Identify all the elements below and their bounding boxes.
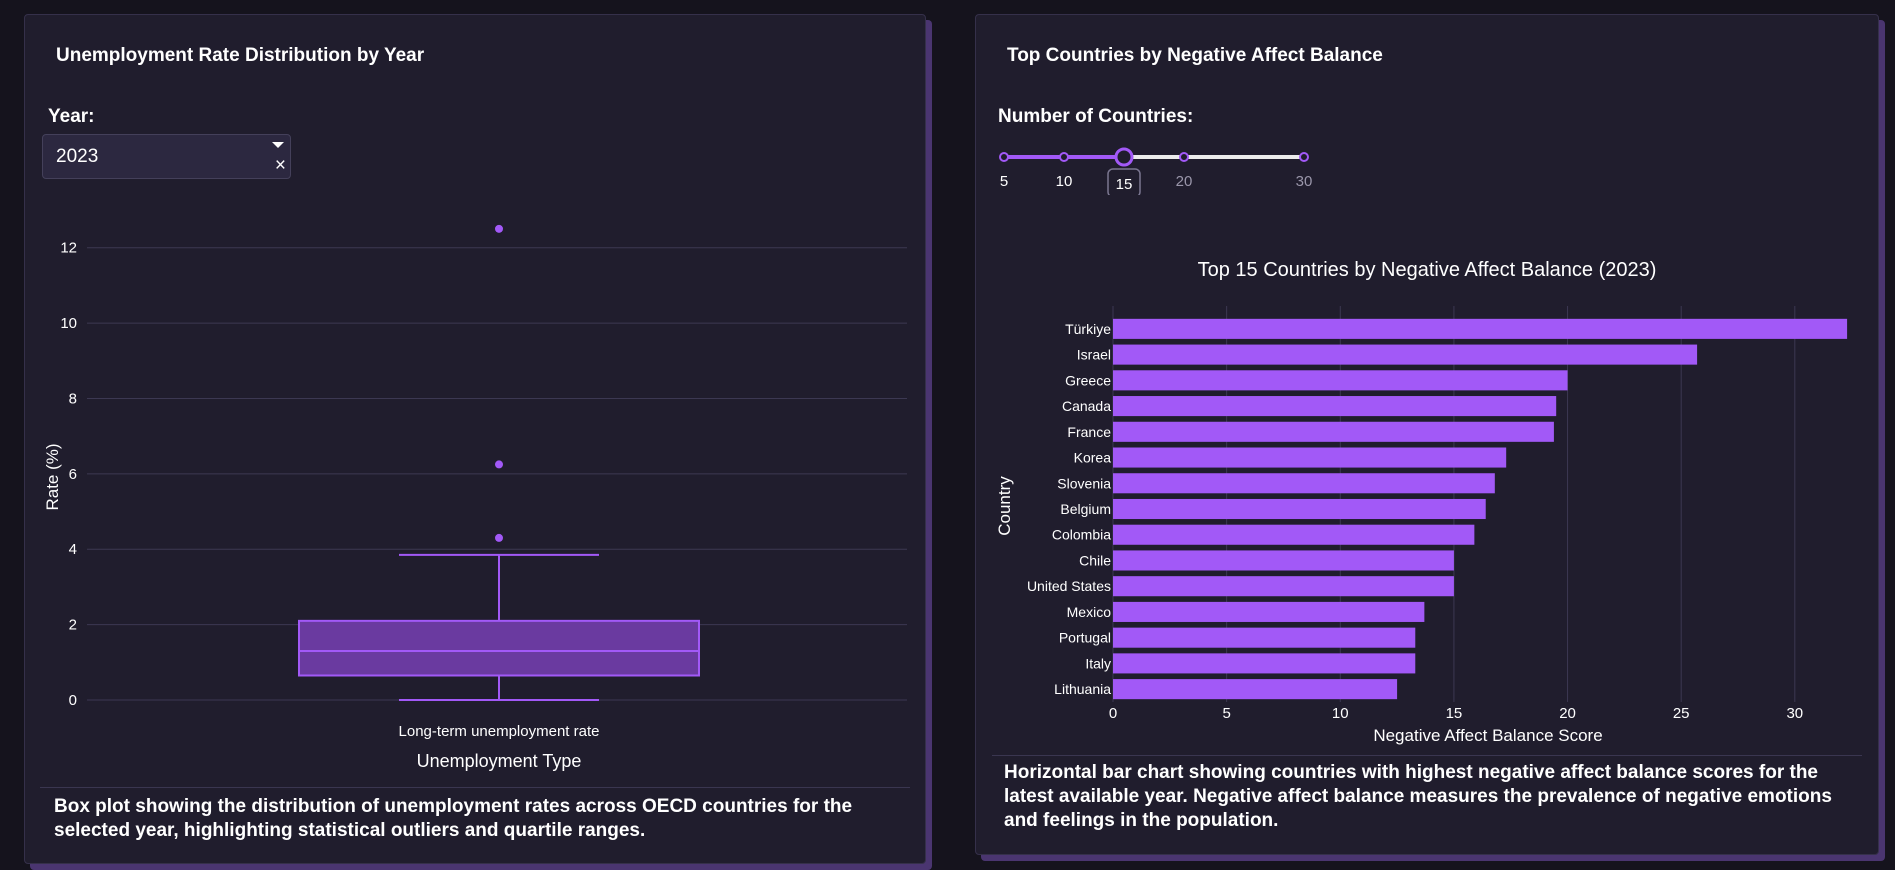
bar xyxy=(1113,344,1698,365)
y-tick-label: 6 xyxy=(69,466,77,483)
y-tick-label: 0 xyxy=(69,692,77,709)
slider-mark-dot xyxy=(1299,152,1309,162)
slider-mark-label: 5 xyxy=(1000,173,1008,190)
bar xyxy=(1113,679,1398,700)
slider-mark-dot xyxy=(999,152,1009,162)
year-dropdown[interactable]: 2023 × xyxy=(42,134,291,179)
bar xyxy=(1113,318,1848,339)
y-category-label: Slovenia xyxy=(1057,475,1111,491)
y-category-label: Israel xyxy=(1077,347,1111,363)
bar xyxy=(1113,524,1475,545)
slider-mark-label: 30 xyxy=(1296,173,1313,190)
slider-mark-label: 10 xyxy=(1056,173,1073,190)
bar xyxy=(1113,370,1568,391)
y-category-label: Lithuania xyxy=(1054,681,1111,697)
bar xyxy=(1113,447,1507,468)
y-category-label: Greece xyxy=(1065,372,1111,388)
bar xyxy=(1113,550,1454,571)
x-tick-label: 10 xyxy=(1332,705,1349,722)
y-tick-label: 10 xyxy=(60,315,77,332)
year-dropdown-value: 2023 xyxy=(56,146,99,167)
bar xyxy=(1113,473,1495,494)
slider-mark-dot xyxy=(1179,152,1189,162)
bar xyxy=(1113,576,1454,597)
bar xyxy=(1113,421,1554,442)
x-tick-label: 25 xyxy=(1673,705,1690,722)
y-category-label: Belgium xyxy=(1060,501,1111,517)
x-axis-title: Negative Affect Balance Score xyxy=(1373,726,1602,745)
y-tick-label: 12 xyxy=(60,240,77,257)
y-category-label: Portugal xyxy=(1059,630,1111,646)
right-caption-divider xyxy=(992,755,1862,756)
clear-icon[interactable]: × xyxy=(274,155,286,176)
year-label: Year: xyxy=(48,106,95,127)
y-category-label: Canada xyxy=(1062,398,1111,414)
y-category-label: Italy xyxy=(1085,655,1111,671)
left-caption-divider xyxy=(40,787,910,788)
bar xyxy=(1113,396,1557,417)
iqr-box xyxy=(298,619,700,677)
y-tick-label: 2 xyxy=(69,617,77,634)
x-tick-label: 15 xyxy=(1446,705,1463,722)
y-category-label: Korea xyxy=(1074,450,1112,466)
bar-chart-caption: Horizontal bar chart showing countries w… xyxy=(1004,762,1832,831)
x-category-label: Long-term unemployment rate xyxy=(399,723,600,740)
slider-handle xyxy=(1114,147,1134,167)
chevron-down-icon[interactable] xyxy=(272,142,284,148)
bar-chart-title: Top 15 Countries by Negative Affect Bala… xyxy=(1198,259,1657,281)
y-tick-label: 8 xyxy=(69,390,77,407)
y-category-label: France xyxy=(1067,424,1111,440)
box-plot-caption: Box plot showing the distribution of une… xyxy=(54,796,853,841)
y-category-label: Chile xyxy=(1079,552,1111,568)
x-tick-label: 20 xyxy=(1559,705,1576,722)
x-tick-label: 30 xyxy=(1786,705,1803,722)
bar xyxy=(1113,601,1425,622)
country-count-slider[interactable]: 5 10 20 30 15 xyxy=(999,135,1329,195)
bar xyxy=(1113,498,1486,520)
bar-chart-card: Top Countries by Negative Affect Balance… xyxy=(975,14,1879,855)
y-category-label: Türkiye xyxy=(1065,321,1111,337)
slider-value-label: 15 xyxy=(1116,176,1133,193)
box-plot-chart: 0 2 4 6 8 10 12 Long-term unemployment rate Unem… xyxy=(43,224,907,771)
y-tick-label: 4 xyxy=(69,541,77,558)
y-category-label: Colombia xyxy=(1052,527,1111,543)
box-plot-card-title: Unemployment Rate Distribution by Year xyxy=(56,45,425,66)
y-category-label: Mexico xyxy=(1067,604,1112,620)
x-tick-label: 0 xyxy=(1109,705,1117,722)
y-axis-title: Country xyxy=(995,476,1014,536)
slider-value-tooltip xyxy=(1107,168,1141,195)
bar xyxy=(1113,653,1416,674)
bar-chart: Top 15 Countries by Negative Affect Bala… xyxy=(995,259,1848,745)
outlier-point xyxy=(495,460,503,469)
x-axis-title: Unemployment Type xyxy=(417,751,582,771)
outlier-point xyxy=(495,224,503,233)
outlier-point xyxy=(495,533,503,542)
country-count-label: Number of Countries: xyxy=(998,106,1194,127)
slider-mark-label: 20 xyxy=(1176,173,1193,190)
bar xyxy=(1113,627,1416,648)
bar-chart-card-title: Top Countries by Negative Affect Balance xyxy=(1007,45,1383,66)
x-tick-label: 5 xyxy=(1222,705,1230,722)
y-axis-title: Rate (%) xyxy=(43,443,62,510)
y-category-label: United States xyxy=(1027,578,1111,594)
slider-mark-dot xyxy=(1059,152,1069,162)
box-plot-card: Unemployment Rate Distribution by Year Y… xyxy=(24,14,926,864)
